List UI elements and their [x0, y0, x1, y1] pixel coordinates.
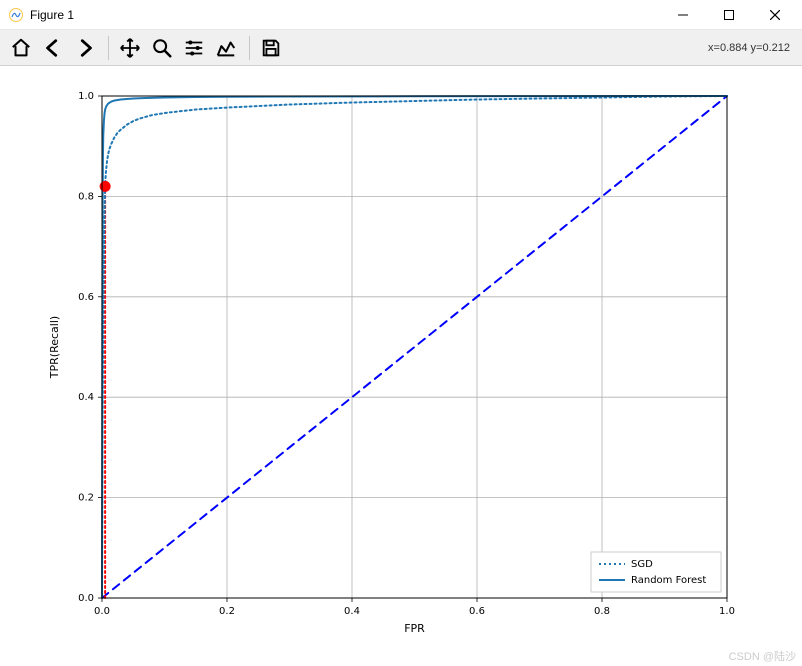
svg-text:0.8: 0.8: [594, 606, 610, 617]
matplotlib-toolbar: x=0.884 y=0.212: [0, 30, 802, 66]
svg-text:0.4: 0.4: [344, 606, 360, 617]
svg-text:0.6: 0.6: [78, 292, 94, 303]
svg-text:1.0: 1.0: [719, 606, 735, 617]
window-title: Figure 1: [30, 8, 74, 22]
toolbar-separator: [249, 36, 250, 60]
svg-text:FPR: FPR: [404, 622, 425, 635]
svg-text:0.0: 0.0: [94, 606, 110, 617]
close-button[interactable]: [752, 0, 798, 30]
forward-icon[interactable]: [70, 33, 100, 63]
svg-text:0.0: 0.0: [78, 593, 94, 604]
svg-text:0.4: 0.4: [78, 392, 94, 403]
svg-text:TPR(Recall): TPR(Recall): [48, 316, 61, 379]
svg-text:SGD: SGD: [631, 559, 653, 570]
roc-chart: 0.0 0.2 0.4 0.6 0.8 1.0 0.0 0.2 0.4 0.6 0.8 1.0 FPR T…: [0, 66, 802, 652]
zoom-icon[interactable]: [147, 33, 177, 63]
save-icon[interactable]: [256, 33, 286, 63]
edit-axes-icon[interactable]: [211, 33, 241, 63]
cursor-coordinate-readout: x=0.884 y=0.212: [708, 42, 796, 54]
maximize-button[interactable]: [706, 0, 752, 30]
figure-canvas[interactable]: 0.0 0.2 0.4 0.6 0.8 1.0 0.0 0.2 0.4 0.6 0.8 1.0 FPR T…: [0, 66, 802, 666]
svg-text:Random Forest: Random Forest: [631, 575, 706, 586]
svg-text:0.2: 0.2: [219, 606, 235, 617]
svg-text:0.8: 0.8: [78, 191, 94, 202]
back-icon[interactable]: [38, 33, 68, 63]
home-icon[interactable]: [6, 33, 36, 63]
svg-text:0.6: 0.6: [469, 606, 485, 617]
pan-icon[interactable]: [115, 33, 145, 63]
app-icon: [8, 7, 24, 23]
window-titlebar: Figure 1: [0, 0, 802, 30]
svg-text:0.2: 0.2: [78, 493, 94, 504]
minimize-button[interactable]: [660, 0, 706, 30]
configure-subplots-icon[interactable]: [179, 33, 209, 63]
svg-text:1.0: 1.0: [78, 91, 94, 102]
toolbar-separator: [108, 36, 109, 60]
